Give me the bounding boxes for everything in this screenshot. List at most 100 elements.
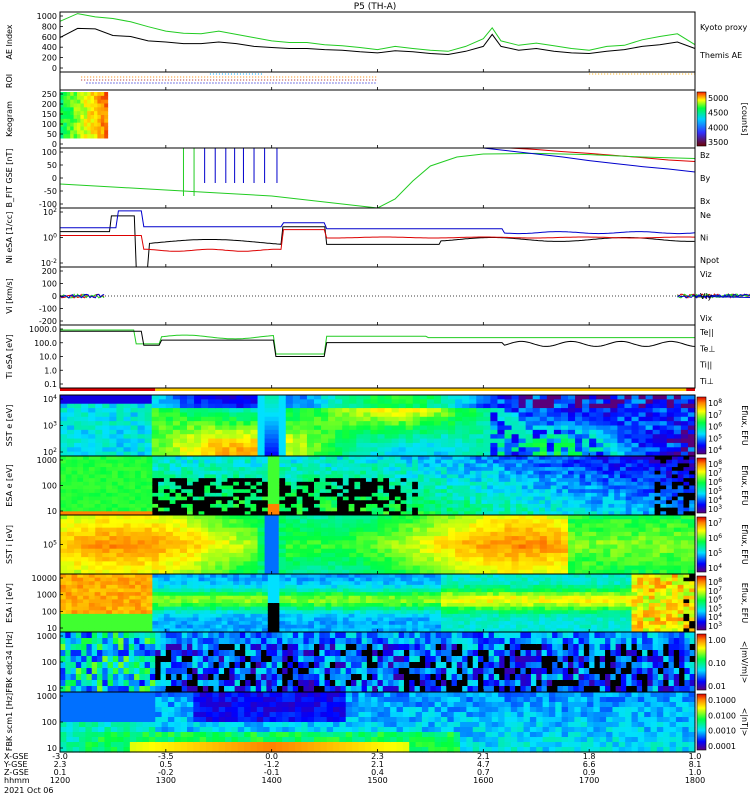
cbtick-fbk_edc-2: 0.01 [708, 682, 726, 691]
panel-frame-vi [59, 266, 696, 326]
ytick-esa_e-1: 100 [42, 482, 57, 491]
ytick-ae-1: 800 [42, 22, 57, 31]
xtick-label-x-4: 2.1 [477, 752, 490, 761]
legend-ni-1: Ni [700, 234, 708, 243]
ylabel-bfit: B_FIT GSE [nT] [5, 149, 14, 208]
xtick-label-y-1: 0.5 [159, 760, 172, 769]
ytick-ti-2: 10.0 [39, 353, 57, 362]
ytick-vi-4: -200 [39, 317, 57, 326]
cbtick-sst_e-2: 106 [708, 422, 722, 432]
ytick-bfit-0: 100 [42, 148, 57, 157]
ytick-bfit-2: 0 [52, 174, 57, 183]
legend-bfit-2: Bx [700, 197, 710, 206]
xtick-label-x-2: 0.0 [265, 752, 278, 761]
keogram-image [60, 92, 109, 139]
ni-line [60, 215, 695, 268]
cbtick-fbk_scm-1: 0.0100 [708, 711, 736, 720]
npot-line [60, 210, 696, 235]
vi-lines [59, 293, 750, 299]
ae-series-0 [59, 13, 696, 52]
cbtick-keogram-1: 4500 [708, 109, 728, 118]
cbtick-sst_i-3: 104 [708, 563, 722, 573]
ytick-ae-4: 200 [42, 54, 57, 63]
xaxis-row-label-1: Y-GSE [3, 760, 27, 769]
ni-lines [60, 210, 696, 268]
panel-frame-keogram [59, 89, 696, 149]
colorbar-esa_e [696, 457, 707, 514]
xtick-label-z-6: 1.0 [689, 768, 702, 777]
ylabel-ni: Ni eSA [1/cc] [5, 212, 14, 264]
ytick-ti-3: 1.0 [44, 366, 57, 375]
ylabel-ae: AE Index [5, 24, 14, 59]
ytick-ti-4: 0.1 [44, 380, 57, 389]
spectrogram-sst_i [60, 515, 696, 575]
xtick-label-z-2: -0.1 [264, 768, 280, 777]
spectrogram-fbk_scm [60, 692, 696, 753]
xtick-label-y-5: 6.6 [583, 760, 596, 769]
ytick-ti-1: 100.0 [34, 339, 57, 348]
legend-ti-2: Ti|| [699, 361, 712, 370]
cbtick-sst_e-0: 108 [708, 398, 722, 408]
cbtick-sst_i-2: 105 [708, 548, 722, 558]
panel-frame-bfit [59, 147, 696, 209]
colorbar-esa_i [696, 575, 707, 631]
vi-start-2 [59, 293, 105, 299]
colorbar-keogram [696, 91, 707, 147]
ytick-bfit-1: 50 [47, 161, 57, 170]
colorbar-label-esa_e: Eflux, EFU [740, 465, 749, 506]
panel-frame-ti [59, 324, 696, 389]
ytick-sst_e-0: 104 [43, 394, 57, 404]
xtick-label-t-3: 1500 [367, 776, 387, 785]
bfit-series-1 [59, 152, 696, 209]
cbtick-esa_e-5: 103 [708, 504, 722, 514]
ytick-esa_i-0: 10000 [32, 574, 57, 583]
ytick-vi-0: 200 [42, 267, 57, 276]
spectrogram-esa_i [60, 574, 696, 633]
ylabel-keogram: Keogram [5, 101, 14, 137]
cbtick-esa_i-4: 104 [708, 612, 722, 622]
mode-bar-red-end [686, 388, 695, 391]
legend-ni-0: Ne [700, 211, 711, 220]
xtick-label-x-0: -3.0 [52, 752, 68, 761]
plot-title: P5 (TH-A) [354, 2, 397, 12]
xtick-label-z-0: 0.1 [54, 768, 67, 777]
xtick-label-t-4: 1600 [473, 776, 493, 785]
xtick-label-x-6: 1.0 [689, 752, 702, 761]
ytick-bfit-3: -50 [44, 187, 57, 196]
cbtick-sst_i-1: 106 [708, 533, 722, 543]
ytick-ae-3: 400 [42, 43, 57, 52]
te-par-line [60, 330, 696, 357]
xtick-label-y-3: 2.1 [371, 760, 384, 769]
cbtick-keogram-0: 5000 [708, 94, 728, 103]
cbtick-esa_e-4: 104 [708, 495, 722, 505]
xaxis-row-label-3: hhmm [4, 776, 30, 785]
legend-bfit-1: By [700, 174, 710, 183]
colorbar-fbk_edc [696, 633, 707, 691]
xtick-label-t-6: 1800 [685, 776, 705, 785]
cbtick-sst_e-3: 105 [708, 433, 722, 443]
legend-vi-2: Vix [700, 314, 713, 323]
cbtick-keogram-2: 4000 [708, 123, 728, 132]
xtick-label-t-0: 1200 [50, 776, 70, 785]
ytick-keogram-5: 0 [52, 140, 57, 149]
xtick-label-y-4: 4.7 [477, 760, 490, 769]
xtick-label-y-2: -1.2 [264, 760, 280, 769]
legend-ae-1: Themis AE [699, 51, 742, 60]
legend-ti-0: Te|| [699, 328, 714, 337]
ytick-ni-2: 10-2 [41, 258, 57, 268]
cbtick-esa_i-1: 107 [708, 586, 722, 596]
xtick-label-t-2: 1400 [261, 776, 281, 785]
legend-bfit-0: Bz [700, 151, 710, 160]
ytick-ti-0: 1000.0 [29, 325, 57, 334]
spectrogram-fbk_edc [60, 632, 696, 693]
ytick-vi-3: -100 [39, 305, 57, 314]
panel-frame-ae [59, 11, 696, 73]
xtick-label-x-3: 2.3 [371, 752, 384, 761]
ytick-keogram-2: 150 [42, 110, 57, 119]
bfit-series-2 [483, 147, 696, 173]
ytick-sst_e-1: 103 [43, 421, 57, 431]
legend-vi-0: Viz [700, 270, 712, 279]
xtick-label-y-0: 2.3 [54, 760, 67, 769]
colorbar-fbk_scm [696, 693, 707, 751]
date-label: 2021 Oct 06 [4, 786, 53, 795]
